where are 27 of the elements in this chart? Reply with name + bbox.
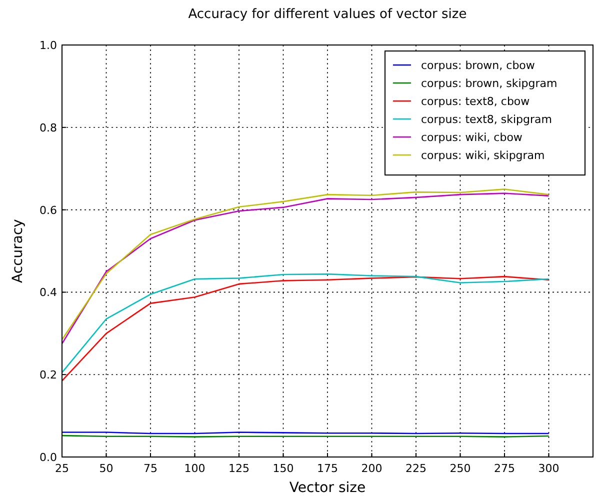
x-tick-label: 150 [272, 462, 294, 475]
legend-label: corpus: wiki, skipgram [421, 149, 545, 162]
legend-label: corpus: text8, cbow [421, 95, 530, 108]
x-tick-label: 100 [184, 462, 206, 475]
x-tick-label: 300 [538, 462, 560, 475]
x-tick-label: 75 [144, 462, 158, 475]
y-tick-label: 0.6 [40, 204, 57, 217]
x-tick-label: 275 [494, 462, 515, 475]
x-tick-label: 50 [99, 462, 114, 475]
legend-label: corpus: brown, skipgram [421, 77, 558, 90]
x-tick-label: 225 [406, 462, 426, 475]
legend-label: corpus: brown, cbow [421, 59, 535, 72]
y-tick-label: 0.0 [40, 451, 57, 464]
x-tick-label: 250 [450, 462, 471, 475]
legend-label: corpus: wiki, cbow [421, 131, 522, 144]
x-tick-label: 200 [361, 462, 382, 475]
chart-title: Accuracy for different values of vector size [188, 7, 467, 22]
x-axis-title: Vector size [289, 480, 366, 496]
y-tick-label: 0.8 [40, 121, 57, 134]
x-tick-label: 125 [228, 462, 250, 475]
y-tick-label: 0.2 [40, 368, 57, 382]
y-tick-label: 1.0 [40, 39, 57, 52]
legend-label: corpus: text8, skipgram [421, 113, 552, 126]
x-tick-label: 175 [317, 462, 338, 475]
y-tick-label: 0.4 [40, 286, 57, 300]
x-tick-label: 25 [55, 462, 69, 475]
y-axis-title: Accuracy [10, 219, 26, 283]
